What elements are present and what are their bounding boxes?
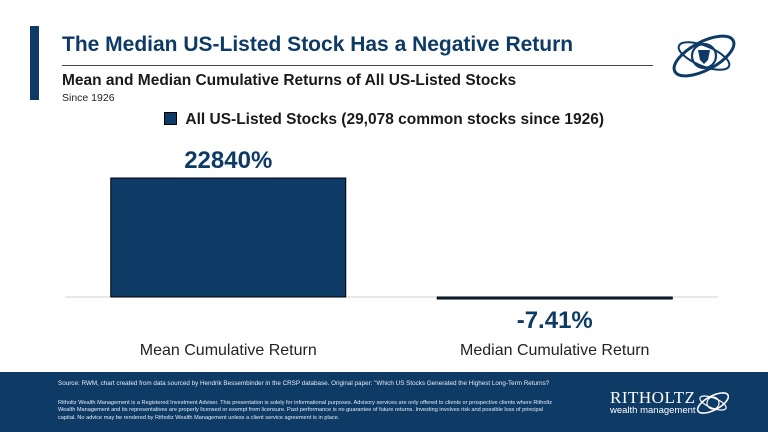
- category-label-1: Median Cumulative Return: [460, 342, 649, 359]
- data-label-0: 22840%: [184, 147, 272, 174]
- legend-label: All US-Listed Stocks (29,078 common stoc…: [185, 111, 605, 128]
- bar-0: [110, 177, 347, 298]
- footer-brand: RITHOLTZ wealth management: [610, 388, 696, 416]
- chart-legend: All US-Listed Stocks (29,078 common stoc…: [0, 111, 768, 129]
- legend-swatch: [163, 112, 177, 125]
- data-label-1: -7.41%: [517, 307, 593, 334]
- footer: Source: RWM, chart created from data sou…: [0, 372, 768, 432]
- bar-1: [436, 296, 673, 300]
- bar-chart: 22840% Mean Cumulative Return -7.41% Median…: [65, 147, 718, 359]
- title-accent-bar: [30, 26, 39, 100]
- ritholtz-logo-icon: [672, 34, 736, 78]
- category-label-0: Mean Cumulative Return: [140, 342, 317, 359]
- chart-subtitle: Mean and Median Cumulative Returns of Al…: [62, 72, 517, 89]
- page-title: The Median US-Listed Stock Has a Negativ…: [62, 33, 574, 56]
- brand-subtitle: wealth management: [610, 405, 696, 416]
- ritholtz-footer-logo-icon: [696, 392, 730, 414]
- title-divider: [62, 65, 653, 66]
- date-range-note: Since 1926: [62, 92, 115, 104]
- source-note: Source: RWM, chart created from data sou…: [58, 380, 550, 387]
- brand-name: RITHOLTZ: [610, 388, 696, 407]
- disclaimer: Ritholtz Wealth Management is a Register…: [58, 400, 553, 421]
